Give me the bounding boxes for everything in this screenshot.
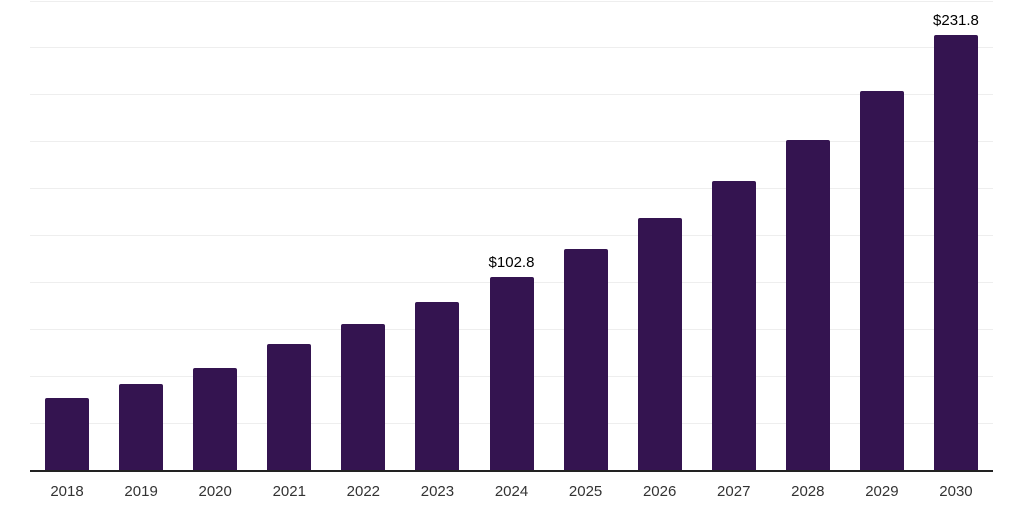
grid-line: [30, 94, 993, 96]
bar: [563, 249, 608, 470]
x-tick-label: 2020: [198, 483, 232, 500]
x-tick-label: 2028: [791, 483, 825, 500]
bar: [785, 139, 830, 470]
bar-column: [845, 1, 919, 470]
bar: [341, 324, 386, 470]
x-tick-label: 2019: [124, 483, 158, 500]
x-tick-label: 2024: [494, 483, 529, 500]
grid-line: [30, 141, 993, 143]
bar-column: [697, 1, 771, 470]
grid-line: [30, 235, 993, 236]
bar-column: [178, 1, 252, 470]
bar: [859, 91, 904, 470]
bar: [637, 218, 682, 470]
bar: [119, 384, 164, 470]
bar: [45, 398, 90, 470]
grid-line: [30, 188, 993, 190]
x-tick-label: 2026: [642, 483, 677, 500]
grid-line: [30, 47, 993, 49]
bar-column: [104, 1, 178, 470]
bars: $102.8 $231.8: [30, 1, 993, 470]
bar-column: [623, 1, 697, 470]
bar-column: [400, 1, 474, 470]
x-tick-label: 2027: [717, 483, 751, 500]
bar-column: [30, 1, 104, 470]
x-tick-label: 2030: [939, 483, 973, 500]
bar-column: $102.8: [474, 1, 548, 470]
bar: [489, 277, 534, 470]
bar-column: [252, 1, 326, 470]
x-tick-label: 2021: [272, 483, 306, 500]
bar-column: $231.8: [919, 1, 993, 470]
bar: [711, 181, 756, 470]
bar: [933, 35, 978, 470]
bar-value-label: $102.8: [488, 254, 535, 272]
plot-area: $102.8 $231.8: [30, 0, 993, 472]
x-axis-labels: 2018 2019 2020 2021 2022 2023 2024 2025 2026 2027…: [30, 483, 993, 500]
bar: [267, 344, 312, 470]
bar: [415, 302, 460, 470]
bar-column: [771, 1, 845, 470]
bar: [193, 368, 238, 470]
x-tick-label: 2023: [420, 483, 455, 500]
x-tick-label: 2022: [346, 483, 381, 500]
x-tick-label: 2025: [568, 483, 603, 500]
grid-line: [30, 0, 993, 2]
bar-column: [549, 1, 623, 470]
x-tick-label: 2018: [50, 483, 84, 500]
bar-value-label: $231.8: [933, 12, 979, 30]
bar-column: [326, 1, 400, 470]
x-tick-label: 2029: [865, 483, 899, 500]
